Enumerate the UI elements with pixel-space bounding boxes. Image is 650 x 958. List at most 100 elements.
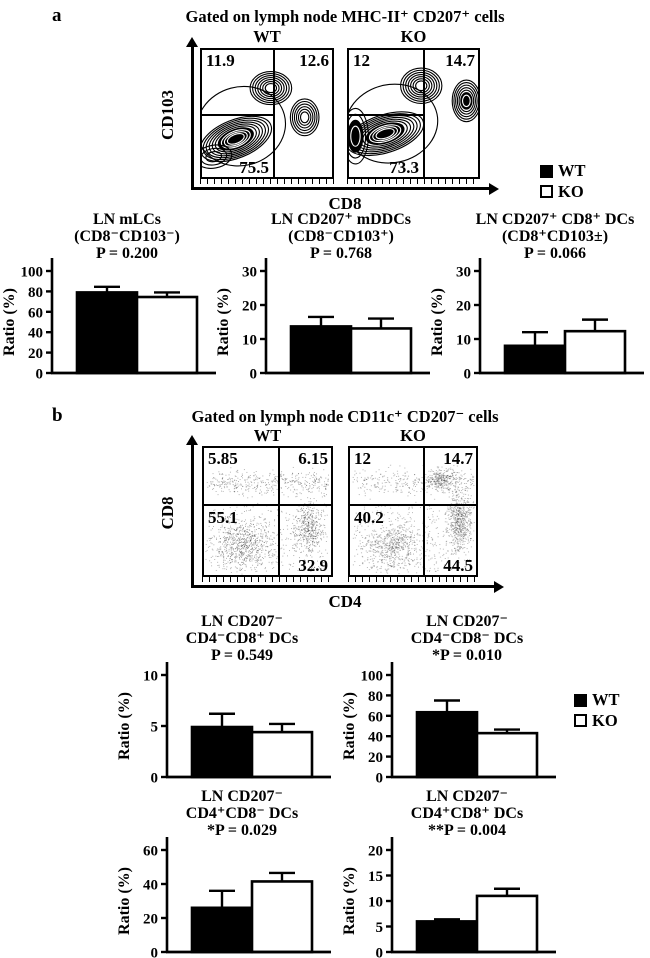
- chart-title-line: LN CD207⁺ CD8⁺ DCs: [475, 211, 635, 228]
- axis-tick-strip: [200, 179, 334, 184]
- y-tick-label: 60: [143, 844, 158, 860]
- gate-line-horizontal: [204, 504, 331, 506]
- bar-chart-svg-b3: 0 20 40 60 Ratio (%): [116, 837, 331, 958]
- chart-title-line: LN CD207⁻: [201, 788, 283, 805]
- y-tick-label: 40: [368, 730, 383, 746]
- chart-a2-title: LN CD207⁺ mDDCs (CD8⁻CD103⁺) P = 0.768: [250, 211, 432, 262]
- panel-a-y-axis-label: CD103: [158, 89, 177, 141]
- legend-item-ko: KO: [540, 181, 586, 201]
- chart-title-line: **P = 0.004: [427, 822, 506, 839]
- y-tick-label: 100: [21, 265, 44, 281]
- chart-title-line: CD4⁺CD8⁺ DCs: [410, 805, 524, 822]
- bar-chart-b4-block: LN CD207⁻ CD4⁺CD8⁺ DCs **P = 0.004 0 5 10 1…: [340, 788, 558, 958]
- contour-line: [458, 89, 475, 113]
- panel-a-gate-title: Gated on lymph node MHC-II⁺ CD207⁺ cells: [185, 7, 505, 26]
- legend-item-ko: KO: [574, 712, 620, 730]
- bar-chart-svg-a2: 0 10 20 30 Ratio (%): [215, 258, 430, 383]
- contour-line: [375, 127, 395, 140]
- bar-chart-b2-block: LN CD207⁻ CD4⁻CD8⁻ DCs *P = 0.010 0 20 40 6…: [340, 613, 558, 795]
- y-tick-label: 60: [28, 305, 43, 321]
- bar-ko: [135, 295, 199, 375]
- axis-tick-strip: [348, 577, 478, 582]
- y-tick-label: 100: [361, 669, 384, 685]
- contour-line: [254, 75, 288, 102]
- chart-title-line: LN CD207⁻: [426, 788, 508, 805]
- contour-line: [202, 147, 228, 166]
- gate-line-vertical: [423, 448, 425, 575]
- quadrant-value: 75.5: [239, 158, 269, 177]
- quadrant-value: 73.3: [389, 158, 419, 177]
- chart-title-line: P = 0.200: [95, 245, 158, 262]
- legend-panel-b: WT KO: [574, 691, 620, 733]
- bar-wt: [190, 906, 254, 954]
- flow-plot-b-wt: 5.85 6.15 55.1 32.9: [202, 446, 333, 582]
- y-axis-label: Ratio (%): [1, 288, 18, 356]
- chart-b4-title: LN CD207⁻ CD4⁺CD8⁺ DCs **P = 0.004: [376, 788, 558, 839]
- chart-title-line: P = 0.768: [309, 245, 372, 262]
- contour-line: [249, 71, 293, 106]
- y-tick-label: 40: [143, 878, 158, 894]
- legend-label: WT: [558, 161, 586, 180]
- bar-ko: [349, 327, 413, 375]
- gate-line-horizontal: [350, 504, 476, 506]
- y-tick-label: 0: [376, 946, 384, 958]
- quadrant-value: 40.2: [354, 508, 384, 527]
- y-axis-label: Ratio (%): [341, 867, 358, 935]
- y-tick-label: 5: [151, 720, 159, 736]
- panel-a-x-axis-arrowhead-icon: [489, 183, 499, 195]
- y-tick-label: 0: [151, 946, 159, 958]
- bar-chart-a3: 0 10 20 30 Ratio (%): [428, 251, 646, 396]
- contour-plot-ko: [349, 67, 478, 165]
- contour-line: [252, 73, 290, 104]
- y-tick-label: 40: [28, 326, 43, 342]
- quadrant-value: 11.9: [206, 51, 235, 70]
- bar-chart-b4: 0 5 10 15 20 Ratio (%): [340, 830, 558, 958]
- quadrant-value: 14.7: [445, 51, 475, 70]
- y-tick-label: 60: [368, 709, 383, 725]
- bar-chart-b2: 0 20 40 60 80 100 Ratio (%): [340, 655, 558, 800]
- bar-wt: [190, 725, 254, 779]
- gate-line-horizontal: [202, 114, 273, 116]
- contour-line: [365, 122, 405, 145]
- contour-plot-wt: [202, 71, 320, 169]
- chart-title-line: LN CD207⁻: [426, 613, 508, 630]
- y-tick-label: 20: [368, 844, 383, 860]
- gate-line-vertical: [423, 50, 425, 177]
- panel-b-x-axis-line: [191, 585, 496, 588]
- y-axis-label: Ratio (%): [429, 288, 446, 356]
- contour-line: [461, 94, 471, 108]
- contour-line: [405, 71, 438, 100]
- contour-line: [350, 125, 361, 147]
- panel-a-letter: a: [52, 5, 62, 26]
- bar-chart-svg-b4: 0 5 10 15 20 Ratio (%): [341, 837, 556, 958]
- quadrant-value: 44.5: [443, 556, 473, 575]
- contour-line: [214, 125, 257, 153]
- y-tick-label: 15: [368, 869, 383, 885]
- bar-chart-a1-block: LN mLCs (CD8⁻CD103⁻) P = 0.200 0 20 40 60 80…: [0, 211, 218, 393]
- legend-label: KO: [558, 181, 584, 201]
- chart-title-line: LN mLCs: [92, 211, 161, 228]
- bar-wt: [503, 344, 567, 375]
- quadrant-value: 14.7: [443, 449, 473, 468]
- y-tick-label: 20: [368, 750, 383, 766]
- chart-b3-title: LN CD207⁻ CD4⁺CD8⁻ DCs *P = 0.029: [151, 788, 333, 839]
- bar-chart-b1: 0 5 10 Ratio (%): [115, 655, 333, 800]
- chart-title-line: CD4⁻CD8⁺ DCs: [185, 630, 299, 647]
- chart-title-line: CD4⁻CD8⁻ DCs: [410, 630, 524, 647]
- y-tick-label: 0: [36, 367, 44, 383]
- contour-line: [297, 108, 312, 126]
- contour-line: [299, 111, 310, 124]
- y-tick-label: 20: [28, 346, 43, 362]
- chart-title-line: LN CD207⁺ mDDCs: [271, 211, 411, 228]
- axis-tick-strip: [347, 179, 480, 184]
- bar-wt: [289, 325, 353, 375]
- contour-line: [349, 83, 439, 164]
- panel-b-gate-title: Gated on lymph node CD11c⁺ CD207⁻ cells: [191, 407, 499, 426]
- contour-line: [451, 79, 478, 123]
- y-tick-label: 80: [368, 689, 383, 705]
- contour-line: [217, 127, 254, 151]
- y-axis-label: Ratio (%): [116, 692, 133, 760]
- contour-line: [205, 151, 223, 163]
- chart-title-line: (CD8⁻CD103⁺): [288, 228, 394, 245]
